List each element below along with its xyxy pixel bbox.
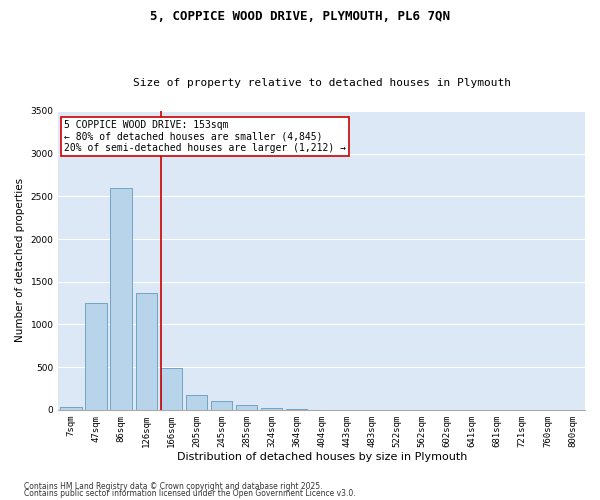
Bar [185,396,207,410]
Bar [236,405,257,410]
Bar [110,188,132,410]
Bar [211,402,232,410]
Bar [85,303,107,410]
Text: 5 COPPICE WOOD DRIVE: 153sqm
← 80% of detached houses are smaller (4,845)
20% of: 5 COPPICE WOOD DRIVE: 153sqm ← 80% of de… [64,120,346,153]
Title: Size of property relative to detached houses in Plymouth: Size of property relative to detached ho… [133,78,511,88]
Bar [60,407,82,410]
Bar [161,368,182,410]
Text: 5, COPPICE WOOD DRIVE, PLYMOUTH, PL6 7QN: 5, COPPICE WOOD DRIVE, PLYMOUTH, PL6 7QN [150,10,450,23]
Bar [261,408,282,410]
Bar [136,293,157,410]
Text: Contains public sector information licensed under the Open Government Licence v3: Contains public sector information licen… [24,489,356,498]
X-axis label: Distribution of detached houses by size in Plymouth: Distribution of detached houses by size … [176,452,467,462]
Text: Contains HM Land Registry data © Crown copyright and database right 2025.: Contains HM Land Registry data © Crown c… [24,482,323,491]
Y-axis label: Number of detached properties: Number of detached properties [15,178,25,342]
